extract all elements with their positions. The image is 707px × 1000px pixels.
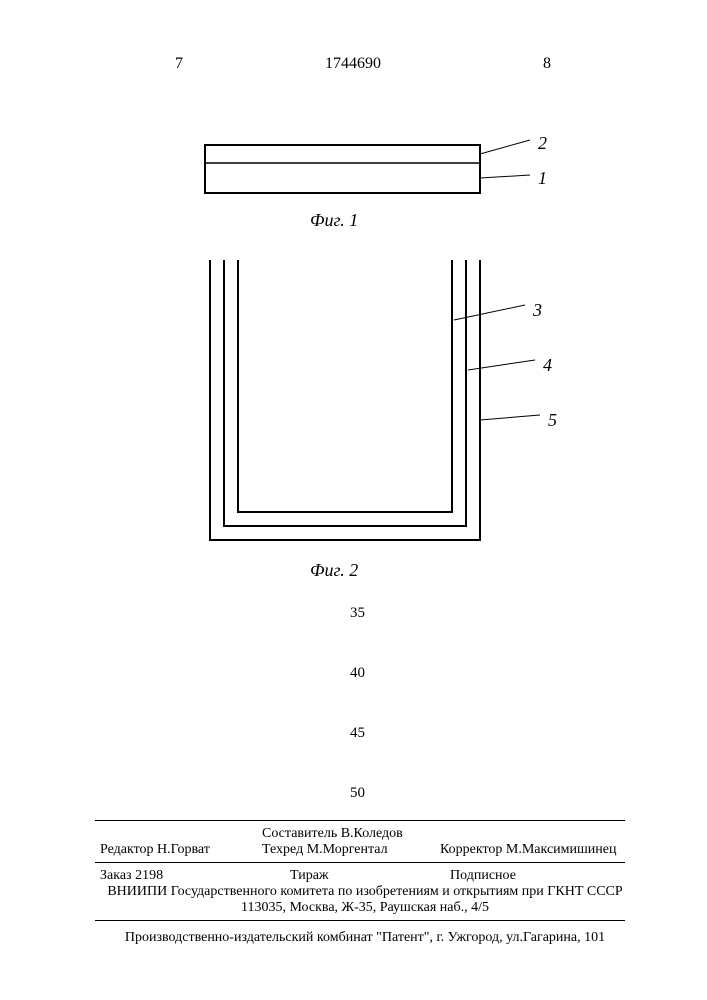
line-number: 50	[350, 785, 365, 802]
corrector-name: М.Максимишинец	[506, 842, 617, 857]
compiler-label: Составитель	[262, 826, 337, 841]
org-line2: 113035, Москва, Ж-35, Раушская наб., 4/5	[100, 900, 630, 916]
subscription-label: Подписное	[450, 868, 516, 884]
techred-row: Техред М.Моргентал	[262, 842, 388, 858]
editor-row: Редактор Н.Горват	[100, 842, 210, 858]
line-number: 45	[350, 725, 365, 742]
separator-1	[95, 820, 625, 821]
figure-2	[0, 0, 707, 580]
line-number: 40	[350, 665, 365, 682]
order-row: Заказ 2198	[100, 868, 163, 884]
techred-label: Техред	[262, 842, 303, 857]
techred-name: М.Моргентал	[307, 842, 388, 857]
fig2-caption: Фиг. 2	[310, 560, 358, 581]
corrector-label: Корректор	[440, 842, 502, 857]
publisher-line: Производственно-издательский комбинат "П…	[100, 930, 630, 946]
fig2-ref-5: 5	[548, 410, 557, 431]
separator-3	[95, 920, 625, 921]
editor-name: Н.Горват	[157, 842, 210, 857]
fig2-ref-3: 3	[533, 300, 542, 321]
corrector-row: Корректор М.Максимишинец	[440, 842, 617, 858]
order-label: Заказ	[100, 868, 132, 883]
editor-label: Редактор	[100, 842, 154, 857]
order-number: 2198	[135, 868, 163, 883]
fig2-ref-4: 4	[543, 355, 552, 376]
separator-2	[95, 862, 625, 863]
compiler-row: Составитель В.Коледов	[262, 826, 403, 842]
tirazh-label: Тираж	[290, 868, 329, 884]
compiler-name: В.Коледов	[341, 826, 403, 841]
patent-page: 7 1744690 8 Фиг. 1 21 Фиг. 2 345 3540455…	[0, 0, 707, 1000]
org-line1: ВНИИПИ Государственного комитета по изоб…	[100, 884, 630, 900]
line-number: 35	[350, 605, 365, 622]
